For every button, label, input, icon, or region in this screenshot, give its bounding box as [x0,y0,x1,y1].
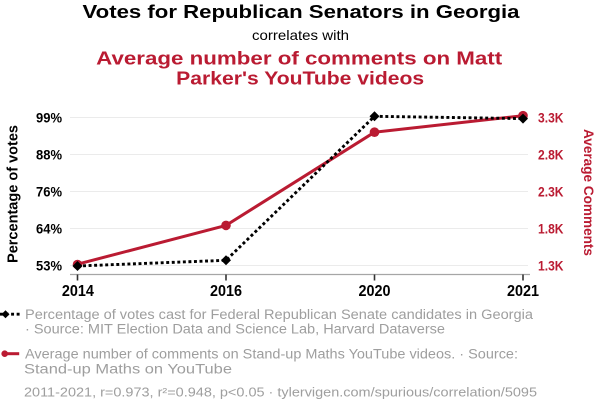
svg-text:Percentage of votes: Percentage of votes [6,125,22,263]
svg-text:2.3K: 2.3K [538,185,564,200]
svg-text:Percentage of votes cast for F: Percentage of votes cast for Federal Rep… [25,307,534,322]
svg-text:Stand-up Maths on YouTube: Stand-up Maths on YouTube [24,361,232,376]
svg-text:1.3K: 1.3K [538,259,564,274]
svg-text:2020: 2020 [359,283,391,300]
svg-text:Average Comments: Average Comments [581,129,597,256]
svg-text:88%: 88% [36,148,62,163]
svg-text:Average number of comments on: Average number of comments on Matt [96,47,502,68]
svg-text:Votes for Republican Senators: Votes for Republican Senators in Georgia [83,1,521,22]
svg-text:2016: 2016 [210,283,242,300]
svg-text:· Source: MIT Election Data an: · Source: MIT Election Data and Science … [25,322,445,337]
svg-text:76%: 76% [36,185,62,200]
svg-text:2014: 2014 [62,283,94,300]
svg-text:2.8K: 2.8K [538,148,564,163]
svg-text:53%: 53% [36,259,62,274]
svg-text:1.8K: 1.8K [538,222,564,237]
svg-text:2021: 2021 [507,283,539,300]
svg-text:correlates with: correlates with [252,27,349,43]
svg-text:99%: 99% [36,111,62,126]
svg-text:3.3K: 3.3K [538,111,564,126]
svg-text:64%: 64% [36,222,62,237]
svg-text:2011-2021, r=0.973, r²=0.948,: 2011-2021, r=0.973, r²=0.948, p<0.05 · t… [24,385,537,400]
svg-text:Average number of comments on: Average number of comments on Stand-up M… [25,347,518,362]
svg-text:Parker's YouTube videos: Parker's YouTube videos [176,67,424,88]
